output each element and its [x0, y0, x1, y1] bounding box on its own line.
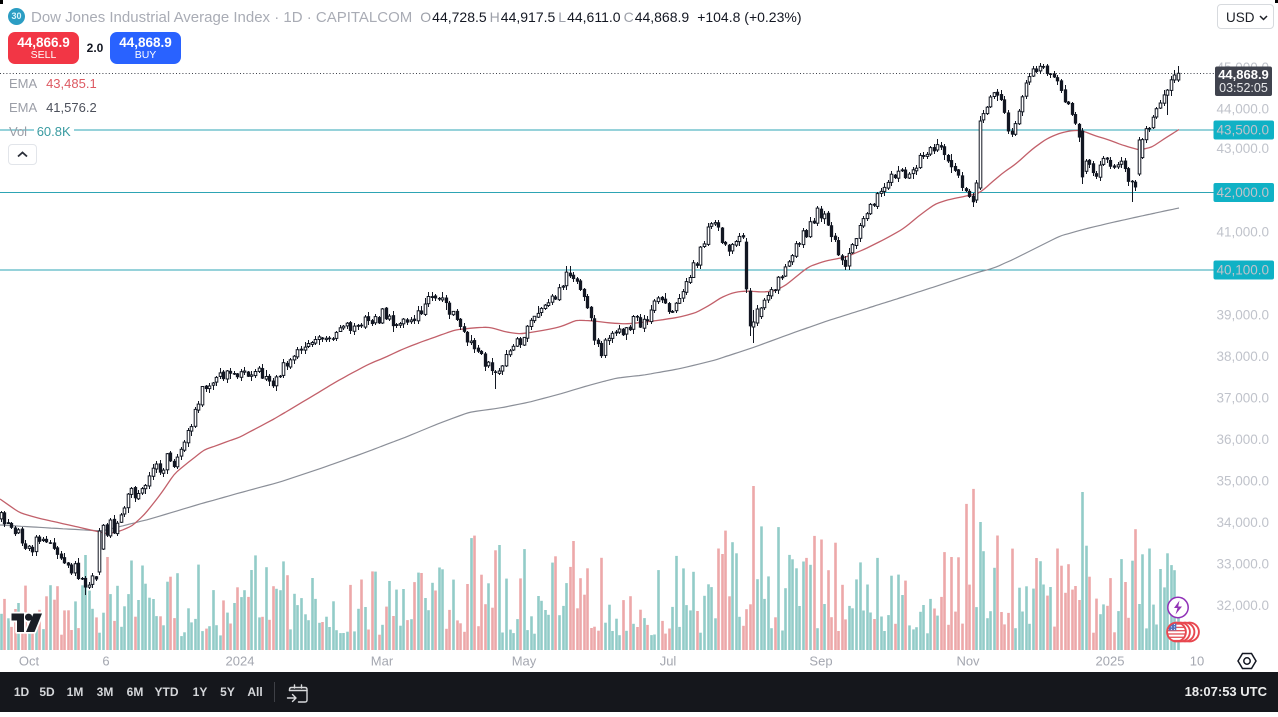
- svg-text:34,000.0: 34,000.0: [1216, 515, 1269, 530]
- svg-text:10: 10: [1190, 654, 1204, 669]
- svg-text:6: 6: [102, 654, 109, 669]
- svg-text:43,500.0: 43,500.0: [1216, 123, 1269, 138]
- svg-text:43,000.0: 43,000.0: [1216, 141, 1269, 156]
- svg-text:Jul: Jul: [660, 654, 677, 669]
- svg-text:38,000.0: 38,000.0: [1216, 349, 1269, 364]
- svg-text:Sep: Sep: [809, 654, 832, 669]
- svg-text:36,000.0: 36,000.0: [1216, 432, 1269, 447]
- svg-text:2024: 2024: [226, 654, 255, 669]
- svg-text:42,000.0: 42,000.0: [1216, 185, 1269, 200]
- svg-text:39,000.0: 39,000.0: [1216, 308, 1269, 323]
- svg-text:41,000.0: 41,000.0: [1216, 225, 1269, 240]
- svg-text:44,000.0: 44,000.0: [1216, 102, 1269, 117]
- svg-text:32,000.0: 32,000.0: [1216, 598, 1269, 613]
- svg-text:40,100.0: 40,100.0: [1216, 263, 1269, 278]
- svg-text:2025: 2025: [1096, 654, 1125, 669]
- svg-text:44,868.9: 44,868.9: [1218, 67, 1269, 82]
- svg-text:Oct: Oct: [19, 654, 40, 669]
- svg-text:37,000.0: 37,000.0: [1216, 391, 1269, 406]
- svg-text:33,000.0: 33,000.0: [1216, 557, 1269, 572]
- svg-text:35,000.0: 35,000.0: [1216, 474, 1269, 489]
- svg-text:May: May: [512, 654, 537, 669]
- svg-text:03:52:05: 03:52:05: [1219, 81, 1268, 95]
- svg-text:Nov: Nov: [956, 654, 980, 669]
- svg-text:Mar: Mar: [371, 654, 394, 669]
